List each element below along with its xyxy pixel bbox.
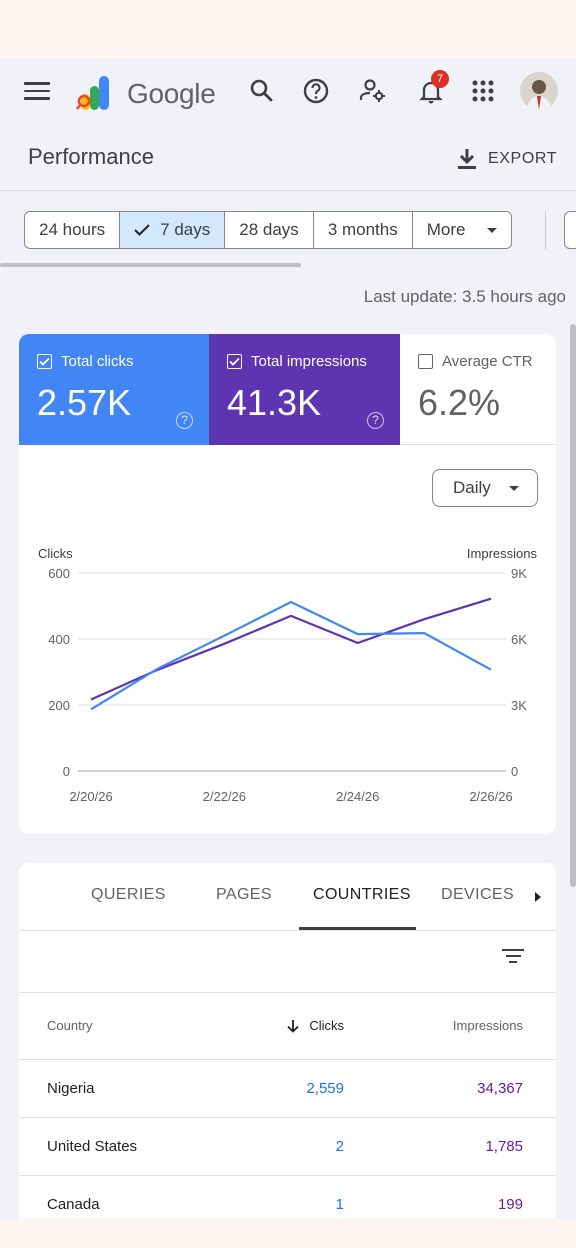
- checkbox-checked-icon[interactable]: [37, 354, 52, 369]
- dropdown-caret-icon: [487, 227, 498, 233]
- dropdown-caret-icon: [509, 486, 519, 491]
- avatar[interactable]: [520, 72, 558, 110]
- column-header-country[interactable]: Country: [47, 1018, 93, 1033]
- chip-28-days[interactable]: 28 days: [225, 212, 314, 248]
- notification-badge: 7: [431, 70, 449, 88]
- y-tick-label-right: 0: [511, 764, 518, 779]
- download-icon: [458, 149, 476, 169]
- app-bar: Google 7: [0, 58, 576, 134]
- tab-devices[interactable]: DEVICES: [441, 886, 515, 903]
- column-header-impressions[interactable]: Impressions: [452, 1018, 523, 1033]
- y-tick-label-left: 0: [63, 764, 70, 779]
- last-update-text: Last update: 3.5 hours ago: [363, 287, 566, 306]
- chip-divider: [545, 211, 546, 249]
- system-nav-bar: [0, 1219, 576, 1248]
- page-title: Performance: [28, 144, 154, 169]
- y-axis-title-right: Impressions: [467, 546, 538, 561]
- cell-clicks: 2,559: [306, 1080, 344, 1097]
- cell-impressions: 1,785: [485, 1138, 523, 1155]
- y-tick-label-left: 200: [48, 698, 70, 713]
- filter-icon[interactable]: [501, 949, 525, 967]
- chip-7-days[interactable]: 7 days: [120, 212, 226, 248]
- horizontal-scroll-indicator: [0, 263, 301, 267]
- title-bar: Performance EXPORT: [0, 134, 576, 191]
- chip-24-hours[interactable]: 24 hours: [25, 212, 121, 248]
- dimension-table-card: QUERIES PAGES COUNTRIES DEVICES Country …: [19, 863, 556, 1223]
- series-line-clicks: [90, 600, 492, 711]
- help-icon[interactable]: [301, 76, 331, 106]
- cell-clicks: 1: [335, 1196, 344, 1213]
- cell-country: Nigeria: [47, 1080, 95, 1097]
- search-icon[interactable]: [247, 76, 277, 106]
- y-tick-label-left: 600: [48, 566, 70, 581]
- chip-more[interactable]: More: [413, 212, 512, 248]
- column-header-clicks[interactable]: Clicks: [286, 1018, 344, 1033]
- tab-countries[interactable]: COUNTRIES: [313, 886, 411, 903]
- chip-3-months[interactable]: 3 months: [314, 212, 413, 248]
- metric-value: 6.2%: [418, 382, 501, 423]
- apps-grid-icon[interactable]: [468, 76, 498, 106]
- table-row[interactable]: United States 2 1,785: [19, 1118, 556, 1176]
- granularity-dropdown[interactable]: Daily: [432, 469, 538, 507]
- x-tick-label: 2/24/26: [336, 789, 379, 804]
- table-row[interactable]: Nigeria 2,559 34,367: [19, 1060, 556, 1118]
- active-tab-indicator: [299, 927, 416, 930]
- x-tick-label: 2/22/26: [203, 789, 246, 804]
- y-tick-label-left: 400: [48, 632, 70, 647]
- metric-total-impressions[interactable]: Total impressions 41.3K ?: [209, 334, 400, 445]
- vertical-scrollbar[interactable]: [570, 324, 576, 887]
- manage-users-icon[interactable]: [358, 76, 388, 106]
- status-bar: [0, 0, 576, 58]
- x-tick-label: 2/26/26: [469, 789, 512, 804]
- metric-total-clicks[interactable]: Total clicks 2.57K ?: [19, 334, 209, 445]
- help-icon[interactable]: ?: [367, 412, 384, 429]
- export-label: EXPORT: [488, 150, 558, 167]
- menu-icon[interactable]: [24, 82, 50, 102]
- metric-value: 2.57K: [37, 382, 132, 423]
- cell-country: United States: [47, 1138, 138, 1155]
- sort-down-arrow-icon: [287, 1019, 299, 1033]
- performance-chart: Clicks Impressions 0 0 200 3K 400 6K 600 9K 2/20/2…: [38, 546, 538, 804]
- y-axis-title-left: Clicks: [38, 546, 73, 561]
- metric-average-ctr[interactable]: Average CTR 6.2%: [400, 334, 556, 445]
- help-icon[interactable]: ?: [176, 412, 193, 429]
- series-line-impressions: [90, 597, 492, 701]
- export-button[interactable]: EXPORT: [456, 146, 557, 172]
- y-tick-label-right: 6K: [511, 632, 527, 647]
- search-console-logo-icon: [76, 76, 109, 110]
- performance-card: Total clicks 2.57K ? Total impressions 4…: [19, 334, 556, 834]
- brand-name: Google: [127, 78, 216, 109]
- tab-pages[interactable]: PAGES: [216, 886, 272, 903]
- metric-label: Total impressions: [251, 353, 367, 370]
- cell-impressions: 199: [497, 1196, 523, 1213]
- cell-country: Canada: [47, 1196, 100, 1213]
- table-row[interactable]: Canada 1 199: [19, 1176, 556, 1223]
- metric-label: Total clicks: [61, 353, 134, 370]
- metric-label: Average CTR: [442, 353, 533, 370]
- check-icon: [134, 224, 150, 236]
- x-tick-label: 2/20/26: [69, 789, 112, 804]
- chip-add-filter[interactable]: [564, 211, 576, 249]
- dimension-tabs: QUERIES PAGES COUNTRIES DEVICES: [19, 863, 556, 931]
- table-header: Country Clicks Impressions: [19, 993, 556, 1060]
- y-tick-label-right: 3K: [511, 698, 527, 713]
- tab-queries[interactable]: QUERIES: [91, 886, 166, 903]
- cell-clicks: 2: [335, 1138, 344, 1155]
- date-range-chips: 24 hours 7 days 28 days 3 months More: [24, 211, 513, 249]
- tabs-next-arrow-icon[interactable]: [535, 892, 541, 902]
- filter-row: [19, 931, 556, 993]
- checkbox-unchecked-icon[interactable]: [418, 354, 433, 369]
- y-tick-label-right: 9K: [511, 566, 527, 581]
- checkbox-checked-icon[interactable]: [227, 354, 242, 369]
- metric-value: 41.3K: [227, 382, 322, 423]
- cell-impressions: 34,367: [477, 1080, 523, 1097]
